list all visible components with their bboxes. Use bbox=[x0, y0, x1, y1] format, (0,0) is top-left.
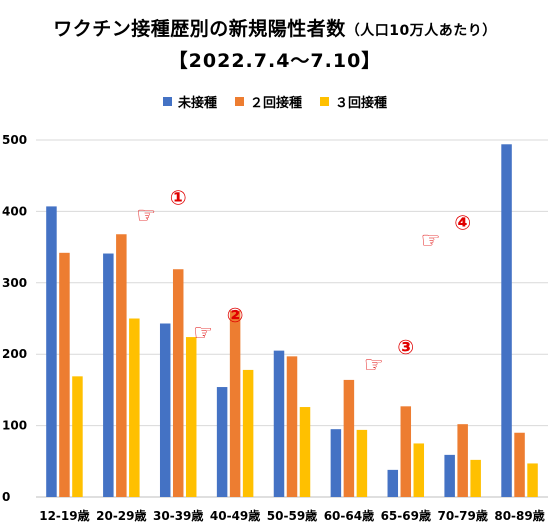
bar bbox=[159, 323, 171, 497]
y-tick-label: 0 bbox=[2, 490, 10, 504]
bar bbox=[343, 379, 355, 497]
bar bbox=[470, 459, 481, 497]
bar bbox=[242, 369, 254, 497]
bar bbox=[514, 432, 525, 497]
legend-item-three-doses: ３回接種 bbox=[320, 92, 387, 111]
bar bbox=[229, 310, 241, 497]
bar bbox=[273, 350, 285, 497]
x-tick-label: 50-59歳 bbox=[267, 508, 317, 523]
bar bbox=[129, 318, 140, 497]
bar bbox=[356, 429, 368, 497]
legend-swatch bbox=[234, 97, 244, 106]
chart-subtitle: 【2022.7.4～7.10】 bbox=[168, 50, 382, 72]
y-tick-label: 300 bbox=[2, 276, 27, 290]
chart-title: ワクチン接種歴別の新規陽性者数（人口10万人あたり） bbox=[53, 18, 497, 40]
bar bbox=[59, 252, 70, 497]
x-tick-label: 12-19歳 bbox=[39, 508, 89, 523]
x-tick-label: 80-89歳 bbox=[494, 508, 544, 523]
annotation-label: ① bbox=[170, 185, 187, 209]
y-tick-label: 400 bbox=[2, 204, 27, 218]
y-tick-label: 100 bbox=[2, 419, 27, 433]
pointing-hand-icon: ☞ bbox=[193, 321, 213, 346]
legend-label: 未接種 bbox=[177, 96, 217, 111]
x-tick-label: 20-29歳 bbox=[96, 508, 146, 523]
y-tick-label: 500 bbox=[2, 133, 27, 147]
bar bbox=[457, 424, 468, 497]
bar bbox=[299, 407, 311, 497]
bar bbox=[72, 376, 83, 497]
bar bbox=[46, 206, 57, 498]
bar bbox=[103, 253, 114, 497]
legend-item-two-doses: ２回接種 bbox=[234, 92, 302, 111]
annotation-label: ④ bbox=[454, 210, 471, 234]
bar bbox=[116, 234, 127, 498]
bar bbox=[216, 387, 228, 497]
legend-swatch bbox=[320, 97, 329, 106]
bar bbox=[286, 356, 298, 497]
bar bbox=[387, 469, 399, 497]
x-tick-label: 70-79歳 bbox=[437, 508, 487, 523]
legend-label: ３回接種 bbox=[335, 96, 388, 111]
x-tick-label: 40-49歳 bbox=[210, 508, 260, 523]
bar bbox=[185, 337, 197, 497]
x-tick-label: 30-39歳 bbox=[153, 508, 203, 523]
bar bbox=[413, 443, 425, 497]
annotation-label: ② bbox=[227, 303, 244, 327]
bar bbox=[501, 144, 512, 497]
legend-label: ２回接種 bbox=[249, 96, 302, 111]
legend-item-unvaccinated: 未接種 bbox=[162, 92, 217, 111]
legend-swatch bbox=[162, 97, 172, 106]
bar bbox=[330, 429, 342, 497]
pointing-hand-icon: ☞ bbox=[136, 203, 156, 228]
pointing-hand-icon: ☞ bbox=[364, 353, 384, 378]
bar bbox=[527, 463, 538, 497]
bar bbox=[400, 406, 412, 497]
y-tick-label: 200 bbox=[2, 347, 27, 361]
x-tick-label: 65-69歳 bbox=[381, 508, 431, 523]
bar bbox=[172, 269, 184, 497]
bar bbox=[444, 454, 455, 497]
annotation-label: ③ bbox=[397, 335, 414, 359]
legend: 未接種 ２回接種 ３回接種 bbox=[0, 92, 550, 111]
pointing-hand-icon: ☞ bbox=[421, 228, 441, 253]
x-tick-label: 60-64歳 bbox=[324, 508, 374, 523]
